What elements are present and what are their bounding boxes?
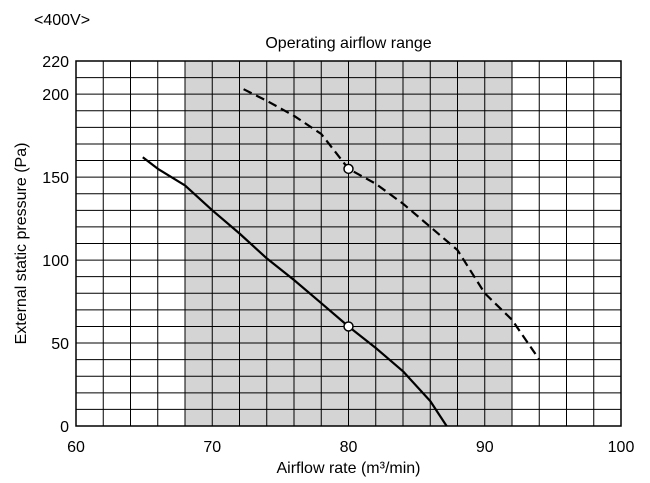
- x-tick-label: 70: [203, 439, 221, 456]
- series-group: [142, 88, 541, 427]
- y-tick-label: 200: [42, 87, 69, 104]
- y-tick-label: 220: [42, 54, 69, 71]
- y-tick-label: 50: [51, 336, 69, 353]
- x-tick-label: 80: [340, 439, 358, 456]
- series-line-dashed: [243, 88, 541, 361]
- operating-range-label: Operating airflow range: [265, 35, 431, 52]
- x-tick-label: 100: [608, 439, 635, 456]
- y-axis-title: External static pressure (Pa): [13, 143, 30, 345]
- y-tick-label: 150: [42, 170, 69, 187]
- plot-frame: [75, 60, 622, 427]
- y-tick-labels: 0 50 100 150 200 220: [42, 54, 69, 436]
- y-tick-label: 100: [42, 253, 69, 270]
- x-tick-label: 90: [476, 439, 494, 456]
- series-marker: [343, 163, 354, 175]
- x-tick-label: 60: [67, 439, 85, 456]
- y-tick-label: 0: [60, 419, 69, 436]
- series-line-solid: [142, 156, 448, 427]
- x-tick-labels: 60 70 80 90 100: [67, 439, 634, 456]
- series-marker: [343, 321, 354, 332]
- grid: [75, 60, 622, 427]
- chart-title: <400V>: [34, 12, 90, 29]
- x-axis-title: Airflow rate (m³/min): [276, 460, 420, 477]
